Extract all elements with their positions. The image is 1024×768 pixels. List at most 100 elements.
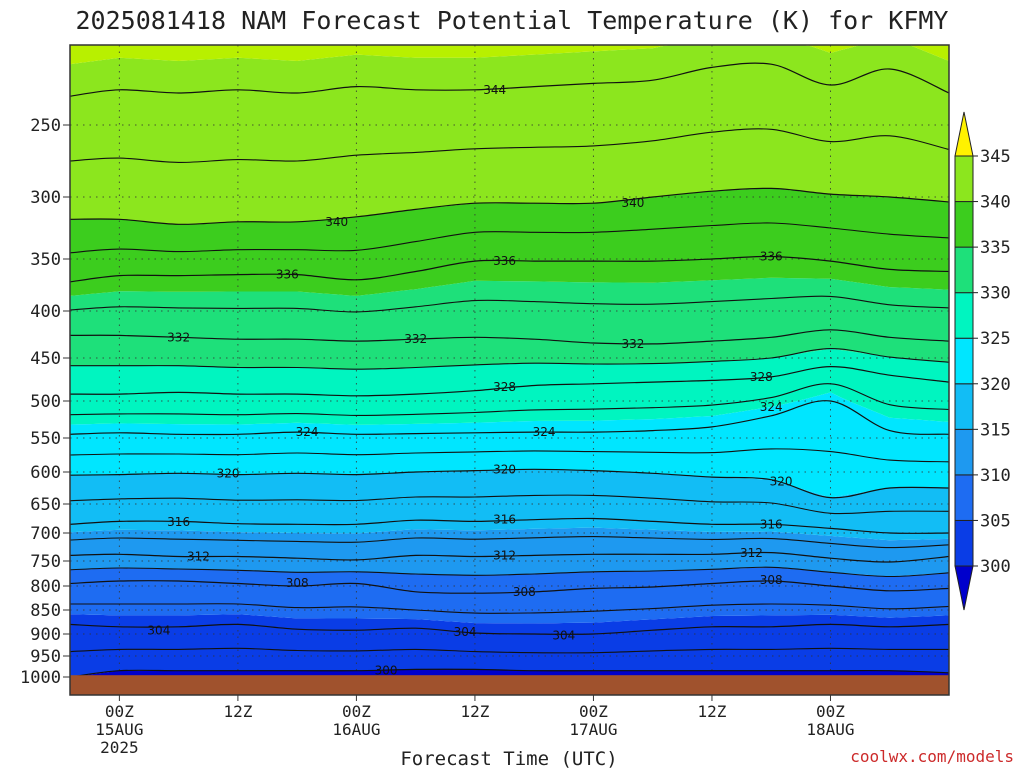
isotherm-label-text: 344 [483,83,506,97]
y-tick-label-400: 400 [30,302,61,322]
isotherm-label-332: 332 [404,332,427,346]
isotherm-340 [70,187,949,225]
isotherm-324 [70,400,949,436]
colorbar-segment-305 [954,474,974,521]
plot-frame [69,44,950,696]
isotherm-label-304: 304 [147,624,170,638]
isotherm-label-text: 316 [493,513,516,527]
isotherm-label-text: 316 [760,517,783,531]
isotherm-label-336: 336 [276,268,299,282]
x-tick-label-h24-1: 16AUG [332,720,380,739]
isotherm-label-text: 336 [276,268,299,282]
isotherm-label-320: 320 [770,475,793,489]
isotherm-336 [70,255,949,283]
isotherm-label-text: 340 [622,196,645,210]
isotherm-minor-310 [70,566,949,578]
isotherm-label-text: 324 [296,425,319,439]
y-tick-label-1000: 1000 [20,668,61,688]
isotherm-label-text: 312 [493,548,516,562]
isotherm-label-324: 324 [760,400,783,414]
isotherm-label-300: 300 [375,664,398,678]
colorbar-segment-315 [954,383,974,430]
isotherm-312 [70,551,949,563]
y-tick-label-350: 350 [30,250,61,270]
y-tick-label-800: 800 [30,577,61,597]
colorbar-segment-335 [954,201,974,248]
fill-band-305 [70,567,949,624]
y-tick-label-250: 250 [30,116,61,136]
isotherm-label-320: 320 [217,466,240,480]
isotherm-label-text: 308 [513,585,536,599]
fill-band-310 [70,527,949,577]
colorbar-tick-label-320: 320 [980,375,1011,395]
isotherm-316 [70,517,949,534]
isotherm-label-text: 324 [760,400,783,414]
isotherm-label-text: 332 [167,330,190,344]
isotherm-minor-318 [70,494,949,515]
isotherm-344 [70,62,949,97]
isotherm-label-text: 320 [493,462,516,476]
isotherm-332 [70,329,949,345]
colorbar-tick-label-315: 315 [980,420,1011,440]
isotherm-label-text: 312 [740,546,763,560]
isotherm-label-340: 340 [325,215,348,229]
isotherm-label-324: 324 [533,425,556,439]
isotherm-label-320: 320 [493,462,516,476]
isotherm-label-text: 300 [375,664,398,678]
isotherm-minor-314 [70,536,949,549]
credit-text: coolwx.com/models [850,747,1014,766]
colorbar-tick-label-300: 300 [980,557,1011,577]
isotherm-minor-342 [70,128,949,163]
isotherm-label-text: 324 [533,425,556,439]
isotherm-label-312: 312 [187,550,210,564]
isotherm-label-344: 344 [483,83,506,97]
filled-contours [70,45,949,695]
isotherm-label-text: 304 [552,628,575,642]
plot-area [70,45,949,695]
y-tick-label-450: 450 [30,349,61,369]
colorbar-segment-330 [954,246,974,294]
x-tick-label-h0-2: 2025 [100,738,139,757]
isotherm-label-text: 320 [217,466,240,480]
isotherm-minor-330 [70,348,949,370]
isotherm-label-text: 316 [167,515,190,529]
fill-band-335 [70,188,949,296]
colorbar-segment-325 [954,292,974,339]
colorbar-tick-label-330: 330 [980,284,1011,304]
isotherm-label-text: 308 [286,576,309,590]
isotherm-328 [70,365,949,397]
x-tick-label-h12-0: 12Z [223,702,252,721]
colorbar-bottom-arrow [954,565,974,611]
y-tick-label-900: 900 [30,625,61,645]
isotherm-label-304: 304 [454,625,477,639]
isotherm-label-text: 340 [325,215,348,229]
colorbar-tick-label-310: 310 [980,466,1011,486]
isotherm-label-text: 312 [187,550,210,564]
colorbar-segment-310 [954,428,974,476]
isotherm-minor-302 [70,647,949,654]
chart-title: 2025081418 NAM Forecast Potential Temper… [76,6,949,35]
y-tick-label-700: 700 [30,524,61,544]
isotherm-minor-338 [70,222,949,254]
y-tick-label-550: 550 [30,429,61,449]
colorbar-tick-label-335: 335 [980,238,1011,258]
y-tick-label-300: 300 [30,188,61,208]
isotherm-304 [70,623,949,635]
isotherm-label-text: 332 [404,332,427,346]
isotherm-label-text: 304 [147,624,170,638]
x-tick-label-h48-0: 00Z [579,702,608,721]
isotherm-label-328: 328 [493,380,516,394]
colorbar-tick-label-305: 305 [980,511,1011,531]
x-tick-label-h0-1: 15AUG [95,720,143,739]
isotherm-label-316: 316 [493,513,516,527]
isotherm-labels: 344 340 340 336 336 336 332 332 332 328 328 324 324 3… [147,83,793,678]
isotherm-label-text: 336 [760,250,783,264]
y-tick-label-850: 850 [30,601,61,621]
isotherm-lines [70,62,949,678]
x-tick-label-h48-1: 17AUG [569,720,617,739]
colorbar: 300 305 310 315 320 325 330 335 340 345 [954,111,1011,611]
fill-band-345 [70,45,949,65]
